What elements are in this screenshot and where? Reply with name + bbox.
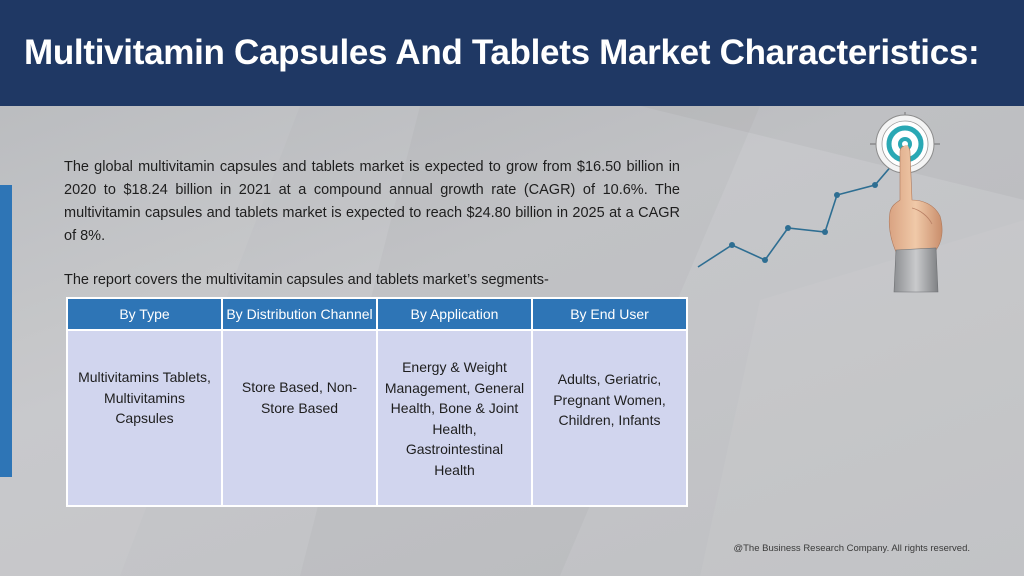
pointing-hand — [888, 145, 943, 293]
cell-end-user-values: Adults, Geriatric, Pregnant Women, Child… — [531, 329, 688, 507]
header-by-distribution-channel: By Distribution Channel — [221, 297, 378, 331]
header-by-type: By Type — [66, 297, 223, 331]
segments-lead-text: The report covers the multivitamin capsu… — [64, 272, 549, 288]
header-by-application: By Application — [376, 297, 533, 331]
target-growth-chart-icon — [697, 112, 943, 293]
title-bar: Multivitamin Capsules And Tablets Market… — [0, 0, 1024, 106]
page-title: Multivitamin Capsules And Tablets Market… — [24, 33, 980, 72]
cell-distribution-values: Store Based, Non-Store Based — [221, 329, 378, 507]
copyright-footer: @The Business Research Company. All righ… — [733, 543, 970, 554]
cell-application-values: Energy & Weight Management, General Heal… — [376, 329, 533, 507]
segments-table: By Type By Distribution Channel By Appli… — [66, 297, 688, 507]
header-by-end-user: By End User — [531, 297, 688, 331]
table-row: Multivitamins Tablets, Multivitamins Cap… — [66, 329, 688, 507]
cell-type-values: Multivitamins Tablets, Multivitamins Cap… — [66, 329, 223, 507]
table-header-row: By Type By Distribution Channel By Appli… — [66, 297, 688, 331]
left-accent-bar — [0, 185, 12, 477]
intro-paragraph: The global multivitamin capsules and tab… — [64, 159, 680, 244]
